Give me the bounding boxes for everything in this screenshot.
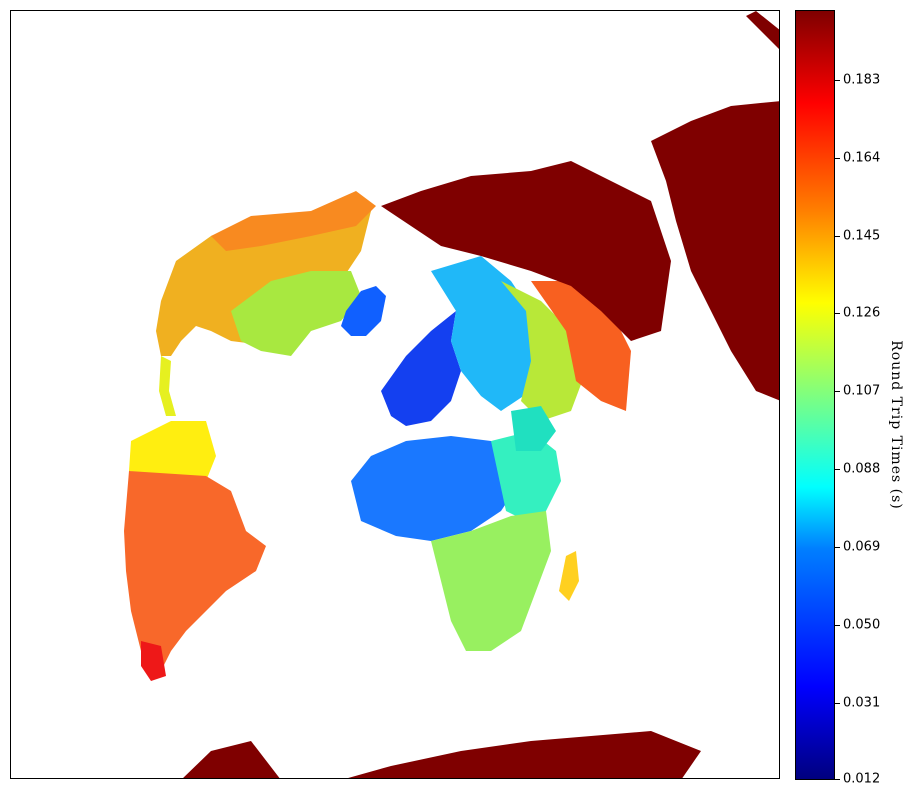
colorbar-tick <box>835 80 840 81</box>
colorbar-tick-label: 0.164 <box>843 150 881 166</box>
asia-central <box>501 281 586 421</box>
arabia <box>511 406 556 451</box>
far-east-islands <box>746 11 779 49</box>
central-america <box>159 356 176 416</box>
south-america <box>124 471 266 676</box>
south-america-north <box>129 421 216 481</box>
map-plot-area <box>10 10 780 779</box>
colorbar-tick <box>835 547 840 548</box>
europe <box>381 311 461 426</box>
colorbar-tick-label: 0.069 <box>843 539 881 555</box>
colorbar-title: Round Trip Times (s) <box>888 340 904 510</box>
colorbar-tick-label: 0.126 <box>843 305 881 321</box>
canada-north <box>211 191 376 251</box>
colorbar-tick-label: 0.088 <box>843 461 881 477</box>
far-east <box>651 101 779 401</box>
greenland <box>341 286 386 336</box>
antarctica-2 <box>348 731 701 778</box>
colorbar-tick-label: 0.107 <box>843 383 881 399</box>
colorbar-tick-label: 0.050 <box>843 617 881 633</box>
colorbar-tick <box>835 625 840 626</box>
antarctica <box>183 741 280 778</box>
south-america-tip <box>141 641 166 681</box>
colorbar-tick <box>835 779 840 780</box>
colorbar-tick-label: 0.031 <box>843 695 881 711</box>
north-america-landmass <box>156 196 371 356</box>
north-america-east <box>231 271 361 356</box>
africa-north <box>351 436 521 541</box>
colorbar-tick <box>835 313 840 314</box>
africa-south <box>431 511 551 651</box>
colorbar-tick <box>835 703 840 704</box>
madagascar <box>559 551 579 601</box>
colorbar-tick <box>835 236 840 237</box>
colorbar-tick <box>835 469 840 470</box>
colorbar-tick-label: 0.145 <box>843 228 881 244</box>
colorbar-tick <box>835 158 840 159</box>
map-svg <box>124 11 779 778</box>
colorbar <box>795 10 835 780</box>
colorbar-tick-label: 0.183 <box>843 72 881 88</box>
colorbar-tick <box>835 391 840 392</box>
africa-east <box>491 431 561 521</box>
siberia <box>381 161 671 341</box>
colorbar-tick-label: 0.012 <box>843 771 881 787</box>
